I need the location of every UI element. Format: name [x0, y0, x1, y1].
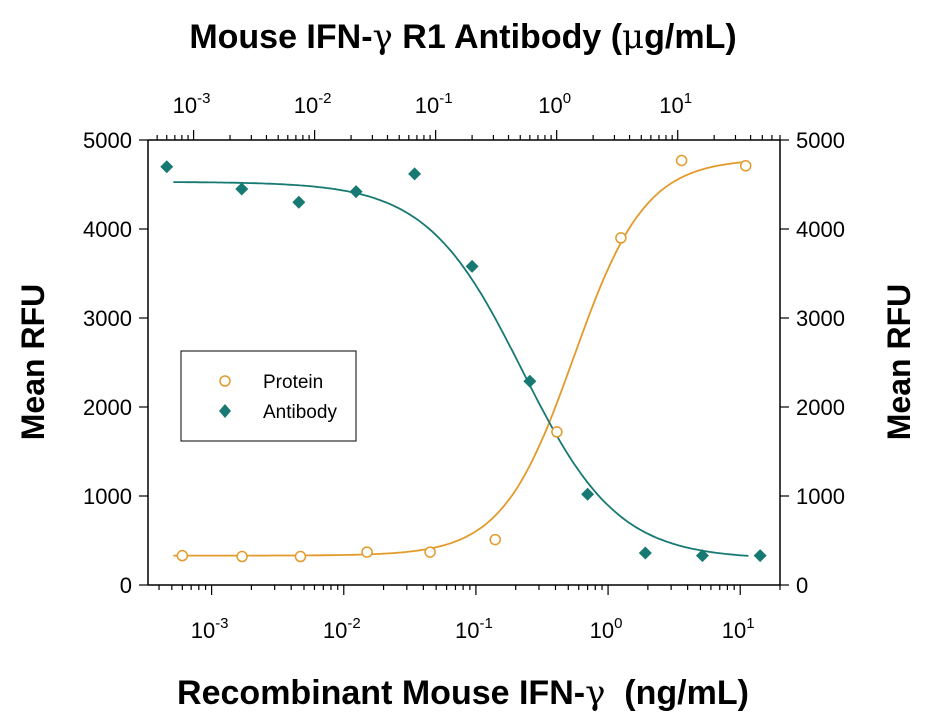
top-axis-tick-label: 101: [659, 90, 692, 118]
left-axis-tick-label: 2000: [83, 395, 132, 420]
data-point-antibody: [695, 549, 709, 563]
plot-frame: [147, 139, 781, 586]
bottom-axis-tick-label: 10-2: [323, 615, 361, 643]
data-point-antibody: [523, 374, 537, 388]
right-axis-tick-label: 2000: [796, 395, 845, 420]
data-point-protein: [294, 550, 307, 563]
data-point-antibody: [235, 182, 249, 196]
data-point-protein: [675, 154, 688, 167]
data-points: [160, 154, 767, 563]
bottom-axis-tick-label: 10-3: [191, 615, 229, 643]
data-point-antibody: [349, 185, 363, 199]
right-axis-tick-label: 5000: [796, 128, 845, 153]
data-point-antibody: [465, 259, 479, 273]
left-axis-tick-label: 1000: [83, 484, 132, 509]
legend-antibody-marker: [219, 404, 231, 418]
top-axis-tick-label: 10-1: [415, 90, 453, 118]
data-point-protein: [236, 550, 248, 563]
legend-antibody-label: Antibody: [263, 402, 337, 423]
data-point-protein: [489, 533, 501, 546]
legend-protein-label: Protein: [263, 372, 323, 393]
data-point-antibody: [292, 195, 306, 209]
fit-curve-protein: [173, 160, 749, 557]
bottom-axis-tick-label: 101: [722, 615, 755, 643]
top-axis-title: Mouse IFN-γ R1 Antibody (μg/mL): [189, 17, 736, 57]
left-axis-tick-label: 5000: [83, 128, 132, 153]
top-axis-tick-label: 100: [538, 90, 571, 118]
data-point-antibody: [581, 487, 595, 501]
left-axis-title: Mean RFU: [15, 284, 51, 440]
right-axis-title: Mean RFU: [881, 284, 917, 440]
bottom-axis-tick-label: 10-1: [455, 615, 493, 643]
right-axis-tick-label: 3000: [796, 306, 845, 331]
data-point-protein: [176, 549, 189, 562]
data-point-protein: [361, 546, 373, 558]
data-point-antibody: [408, 167, 422, 181]
bottom-axis-tick-label: 100: [590, 615, 623, 643]
data-point-antibody: [160, 160, 174, 174]
right-axis-tick-label: 0: [796, 573, 808, 598]
data-point-antibody: [753, 549, 767, 563]
bottom-axis-title: Recombinant Mouse IFN-γ (ng/mL): [177, 673, 749, 713]
data-point-protein: [615, 232, 627, 244]
legend: Protein Antibody: [180, 350, 357, 442]
axis-ticks: 10-3 10-2 10-1 100 101 10-3 10-2 10-1 100 101 0 100…: [83, 90, 845, 643]
legend-protein-marker: [219, 375, 231, 387]
left-axis-tick-label: 4000: [83, 217, 132, 242]
data-point-antibody: [638, 546, 652, 560]
data-point-protein: [551, 426, 563, 438]
top-axis-tick-label: 10-2: [294, 90, 332, 118]
right-axis-tick-label: 1000: [796, 484, 845, 509]
fit-curves: [173, 160, 749, 557]
top-axis-tick-label: 10-3: [173, 90, 211, 118]
fit-curve-antibody: [173, 181, 749, 557]
data-point-protein: [424, 546, 436, 558]
right-axis-tick-label: 4000: [796, 217, 845, 242]
legend-box: [180, 350, 357, 442]
left-axis-tick-label: 0: [120, 573, 132, 598]
left-axis-tick-label: 3000: [83, 306, 132, 331]
data-point-protein: [739, 160, 752, 172]
